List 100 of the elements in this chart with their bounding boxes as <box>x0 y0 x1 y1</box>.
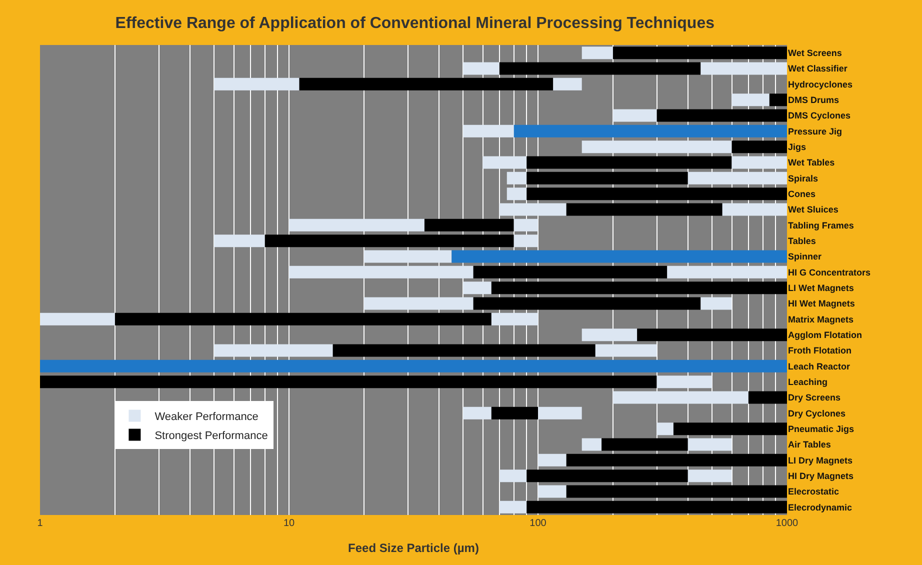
bar <box>473 266 668 278</box>
bar <box>582 438 602 451</box>
bar <box>463 62 500 75</box>
bar <box>748 391 787 404</box>
legend-label: Weaker Performance <box>154 410 258 423</box>
bar <box>482 156 527 169</box>
bar <box>499 203 566 216</box>
y-tick-label: Agglom Flotation <box>788 330 862 340</box>
y-tick-label: Jigs <box>788 142 806 152</box>
bar <box>656 109 787 122</box>
y-tick-label: Elecrodynamic <box>788 502 852 512</box>
bar <box>289 266 474 278</box>
bar <box>566 485 787 498</box>
y-tick-label: Pneumatic Jigs <box>788 424 854 434</box>
bar <box>40 376 657 388</box>
y-tick-label: Spirals <box>788 173 818 184</box>
x-axis-title: Feed Size Particle (µm) <box>348 540 479 555</box>
y-tick-label: Wet Screens <box>788 48 842 58</box>
y-tick-label: Pressure Jig <box>788 126 842 136</box>
bar <box>514 124 787 138</box>
bar <box>602 438 688 451</box>
bar <box>499 62 701 75</box>
bar <box>491 312 538 326</box>
bar <box>214 344 333 357</box>
bar <box>491 282 787 294</box>
bar <box>582 328 638 342</box>
bar <box>538 485 566 498</box>
x-tick-label: 100 <box>530 518 547 529</box>
y-tick-label: Air Tables <box>788 440 831 450</box>
bar <box>506 188 527 200</box>
bar <box>491 406 538 420</box>
bar <box>656 376 712 388</box>
bar <box>688 470 732 482</box>
bar <box>40 360 787 372</box>
bar <box>732 156 787 169</box>
bar <box>526 156 732 169</box>
bar <box>364 297 474 310</box>
bar <box>722 203 787 216</box>
bar <box>463 282 492 294</box>
y-tick-label: HI Dry Magnets <box>788 470 854 481</box>
y-tick-label: HI Wet Magnets <box>788 298 855 309</box>
bar <box>332 344 596 357</box>
legend-label: Strongest Performance <box>154 430 268 442</box>
bar <box>40 312 115 326</box>
y-tick-label: DMS Drums <box>788 94 840 105</box>
bar <box>114 312 492 326</box>
bar <box>538 406 582 420</box>
y-tick-label: DMS Cyclones <box>788 110 851 121</box>
bar <box>526 500 787 514</box>
bar <box>688 172 787 184</box>
y-tick-label: Matrix Magnets <box>788 314 854 324</box>
bar <box>299 78 554 90</box>
y-tick-label: Wet Classifier <box>788 64 848 74</box>
bar <box>264 234 514 248</box>
bar <box>289 218 424 232</box>
y-tick-label: Tabling Frames <box>788 220 854 230</box>
bar <box>582 46 613 60</box>
bar <box>506 172 527 184</box>
bar <box>566 203 722 216</box>
y-tick-label: Leach Reactor <box>788 361 851 372</box>
bar <box>538 454 566 466</box>
bar <box>673 422 787 436</box>
y-tick-label: Elecrostatic <box>788 486 840 497</box>
bar <box>553 78 582 90</box>
y-tick-label: Spinner <box>788 252 822 262</box>
bar <box>595 344 657 357</box>
y-tick-label: Dry Screens <box>788 392 841 403</box>
y-tick-label: Cones <box>788 188 816 199</box>
bar <box>452 250 787 263</box>
bar <box>364 250 452 263</box>
y-tick-label: Wet Tables <box>788 158 835 168</box>
x-tick-label: 10 <box>283 518 295 529</box>
x-tick-label: 1 <box>37 518 44 529</box>
y-tick-label: Tables <box>788 236 816 246</box>
bar <box>566 454 787 466</box>
bar <box>214 78 300 90</box>
bar <box>656 422 674 436</box>
bar <box>463 124 514 138</box>
bar <box>732 94 770 106</box>
bar <box>526 172 688 184</box>
bar <box>700 62 787 75</box>
bar <box>612 46 787 60</box>
bar <box>732 140 787 154</box>
bar <box>473 297 701 310</box>
bar <box>499 470 527 482</box>
y-tick-label: HI G Concentrators <box>788 267 871 278</box>
bar <box>424 218 514 232</box>
bar <box>514 218 538 232</box>
bar <box>612 109 657 122</box>
y-tick-label: Hydrocyclones <box>788 79 853 90</box>
bar <box>463 406 492 420</box>
bar <box>667 266 787 278</box>
bar <box>582 140 732 154</box>
y-tick-label: Dry Cyclones <box>788 408 846 418</box>
bar <box>700 297 732 310</box>
y-tick-label: LI Wet Magnets <box>788 282 854 293</box>
y-tick-label: Froth Flotation <box>788 346 852 356</box>
bar <box>214 234 265 248</box>
bar <box>769 94 787 106</box>
y-tick-label: LI Dry Magnets <box>788 455 853 466</box>
